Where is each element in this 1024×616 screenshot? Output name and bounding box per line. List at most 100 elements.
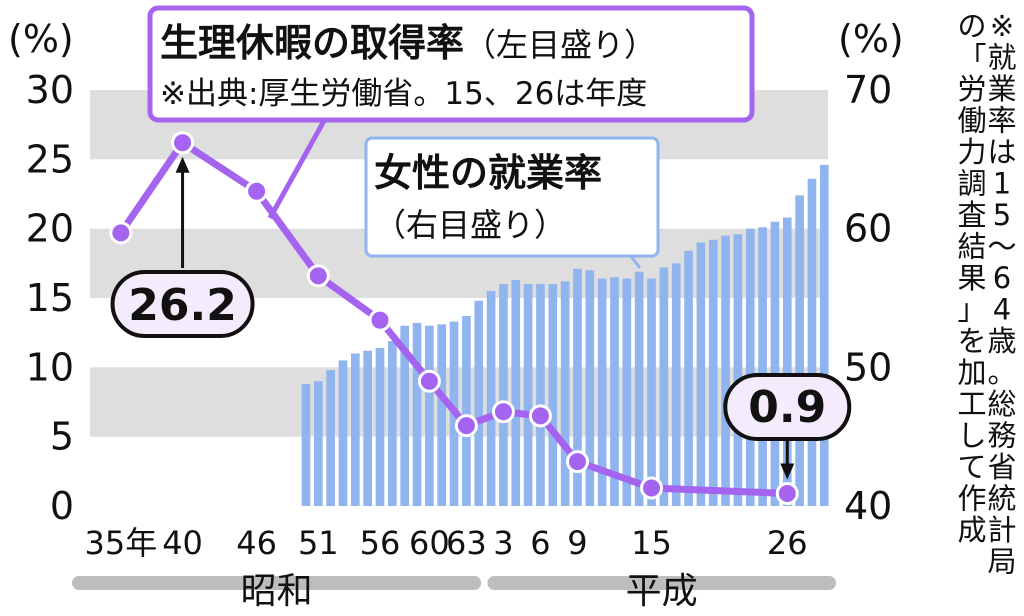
- side-note-char: し: [957, 419, 986, 453]
- employment-bar: [696, 242, 706, 507]
- employment-bar: [425, 325, 434, 506]
- x-tick-label: 46: [236, 524, 277, 562]
- side-note-char: を: [957, 324, 986, 358]
- sick-leave-title-main: 生理休暇の取得率: [160, 21, 464, 65]
- employment-bar: [585, 270, 595, 506]
- sick-leave-point: [491, 400, 515, 424]
- side-note-char: 工: [957, 387, 986, 421]
- x-tick-label: 3: [493, 524, 513, 562]
- side-note-char: 務: [987, 419, 1016, 453]
- sick-leave-point: [417, 369, 441, 393]
- side-note-char: 就: [987, 41, 1016, 75]
- employment-bar: [548, 284, 558, 506]
- employment-bar: [388, 340, 397, 506]
- era-label: 平成: [626, 571, 698, 612]
- side-note-char: 5: [993, 198, 1011, 232]
- x-tick-label: 9: [567, 524, 587, 562]
- right-axis-unit: (%): [838, 17, 904, 61]
- side-note-char: 局: [987, 545, 1016, 579]
- employment-bar: [560, 281, 570, 506]
- sick-leave-title-frame: [147, 5, 755, 123]
- employment-bar: [684, 250, 693, 506]
- x-tick-label: 51: [298, 524, 339, 562]
- employment-bar: [647, 278, 656, 506]
- sick-leave-point: [528, 404, 552, 428]
- employment-bar: [659, 267, 669, 506]
- side-note-char: 「: [957, 41, 986, 75]
- max-callout-arrowhead: [175, 156, 190, 173]
- sick-leave-point: [109, 221, 133, 245]
- employment-bar: [610, 277, 619, 506]
- side-note-char: 省: [987, 450, 1016, 484]
- x-tick-label: 35年: [84, 524, 157, 562]
- side-note-char: 4: [993, 293, 1011, 327]
- employment-bar: [733, 234, 743, 507]
- employment-bar: [499, 284, 508, 506]
- sick-leave-point: [171, 131, 195, 155]
- left-tick-label: 5: [50, 415, 74, 459]
- x-tick-label: 56: [360, 524, 401, 562]
- left-tick-label: 25: [26, 137, 74, 181]
- employment-bar: [770, 221, 780, 506]
- employment-bar: [412, 322, 422, 506]
- employment-bar: [511, 279, 521, 506]
- employment-title-sub: （右目盛り）: [374, 206, 566, 244]
- era-bar: [72, 576, 482, 590]
- era-bar: [487, 576, 836, 590]
- right-tick-label: 70: [844, 68, 892, 112]
- employment-bar: [536, 284, 545, 506]
- sick-leave-point: [306, 264, 330, 288]
- max-callout-value: 26.2: [128, 280, 237, 331]
- sick-leave-polyline: [117, 139, 788, 498]
- max-callout-box: [110, 270, 255, 338]
- min-callout-box: [723, 373, 852, 441]
- x-tick-label: 15: [631, 524, 672, 562]
- employment-bar: [745, 228, 755, 506]
- sick-leave-point: [640, 476, 664, 500]
- employment-bar: [301, 383, 311, 506]
- employment-bar: [326, 370, 335, 506]
- x-tick-label: 6: [530, 524, 550, 562]
- employment-bar: [474, 300, 484, 506]
- side-note-char: 業: [987, 72, 1016, 106]
- right-tick-label: 50: [844, 345, 892, 389]
- employment-bar: [758, 227, 767, 506]
- x-tick-label: 26: [767, 524, 808, 562]
- sick-leave-point: [368, 308, 392, 332]
- employment-bar: [437, 324, 447, 506]
- side-note-char: 調: [957, 167, 986, 201]
- employment-title-main: 女性の就業率: [374, 151, 602, 195]
- sick-leave-point: [245, 179, 269, 203]
- side-note-char: ※: [990, 9, 1014, 43]
- x-tick-label: 40: [162, 524, 203, 562]
- employment-bar: [523, 284, 533, 506]
- left-tick-label: 30: [26, 68, 74, 112]
- sick-leave-line: [109, 131, 799, 506]
- employment-bar: [634, 271, 644, 506]
- employment-bar: [622, 278, 632, 506]
- era-label: 昭和: [241, 571, 313, 612]
- min-callout-arrowhead: [780, 463, 795, 480]
- x-tick-label: 60: [409, 524, 450, 562]
- side-note-char: の: [957, 9, 986, 43]
- employment-bars: [301, 164, 829, 507]
- min-callout-value: 0.9: [748, 382, 826, 433]
- employment-bar: [462, 316, 471, 506]
- side-note-char: 果: [957, 261, 986, 295]
- employment-bar: [782, 217, 792, 506]
- employment-bar: [819, 164, 829, 506]
- sick-leave-source-note: ※出典:厚生労働省。15、26は年度: [160, 76, 647, 112]
- era-bars: 昭和 平成: [72, 571, 836, 612]
- left-axis: (%) 0 5 10 15 20 25 30: [8, 17, 74, 528]
- side-note-char: 歳: [987, 324, 1016, 358]
- employment-bar: [313, 381, 323, 506]
- employment-bar: [486, 291, 496, 506]
- sick-leave-title-sub: （左目盛り）: [464, 26, 656, 64]
- employment-bar: [708, 239, 718, 506]
- side-note-char: 成: [957, 513, 986, 547]
- employment-bar: [363, 350, 372, 506]
- right-tick-label: 40: [844, 484, 892, 528]
- employment-bar: [375, 347, 385, 506]
